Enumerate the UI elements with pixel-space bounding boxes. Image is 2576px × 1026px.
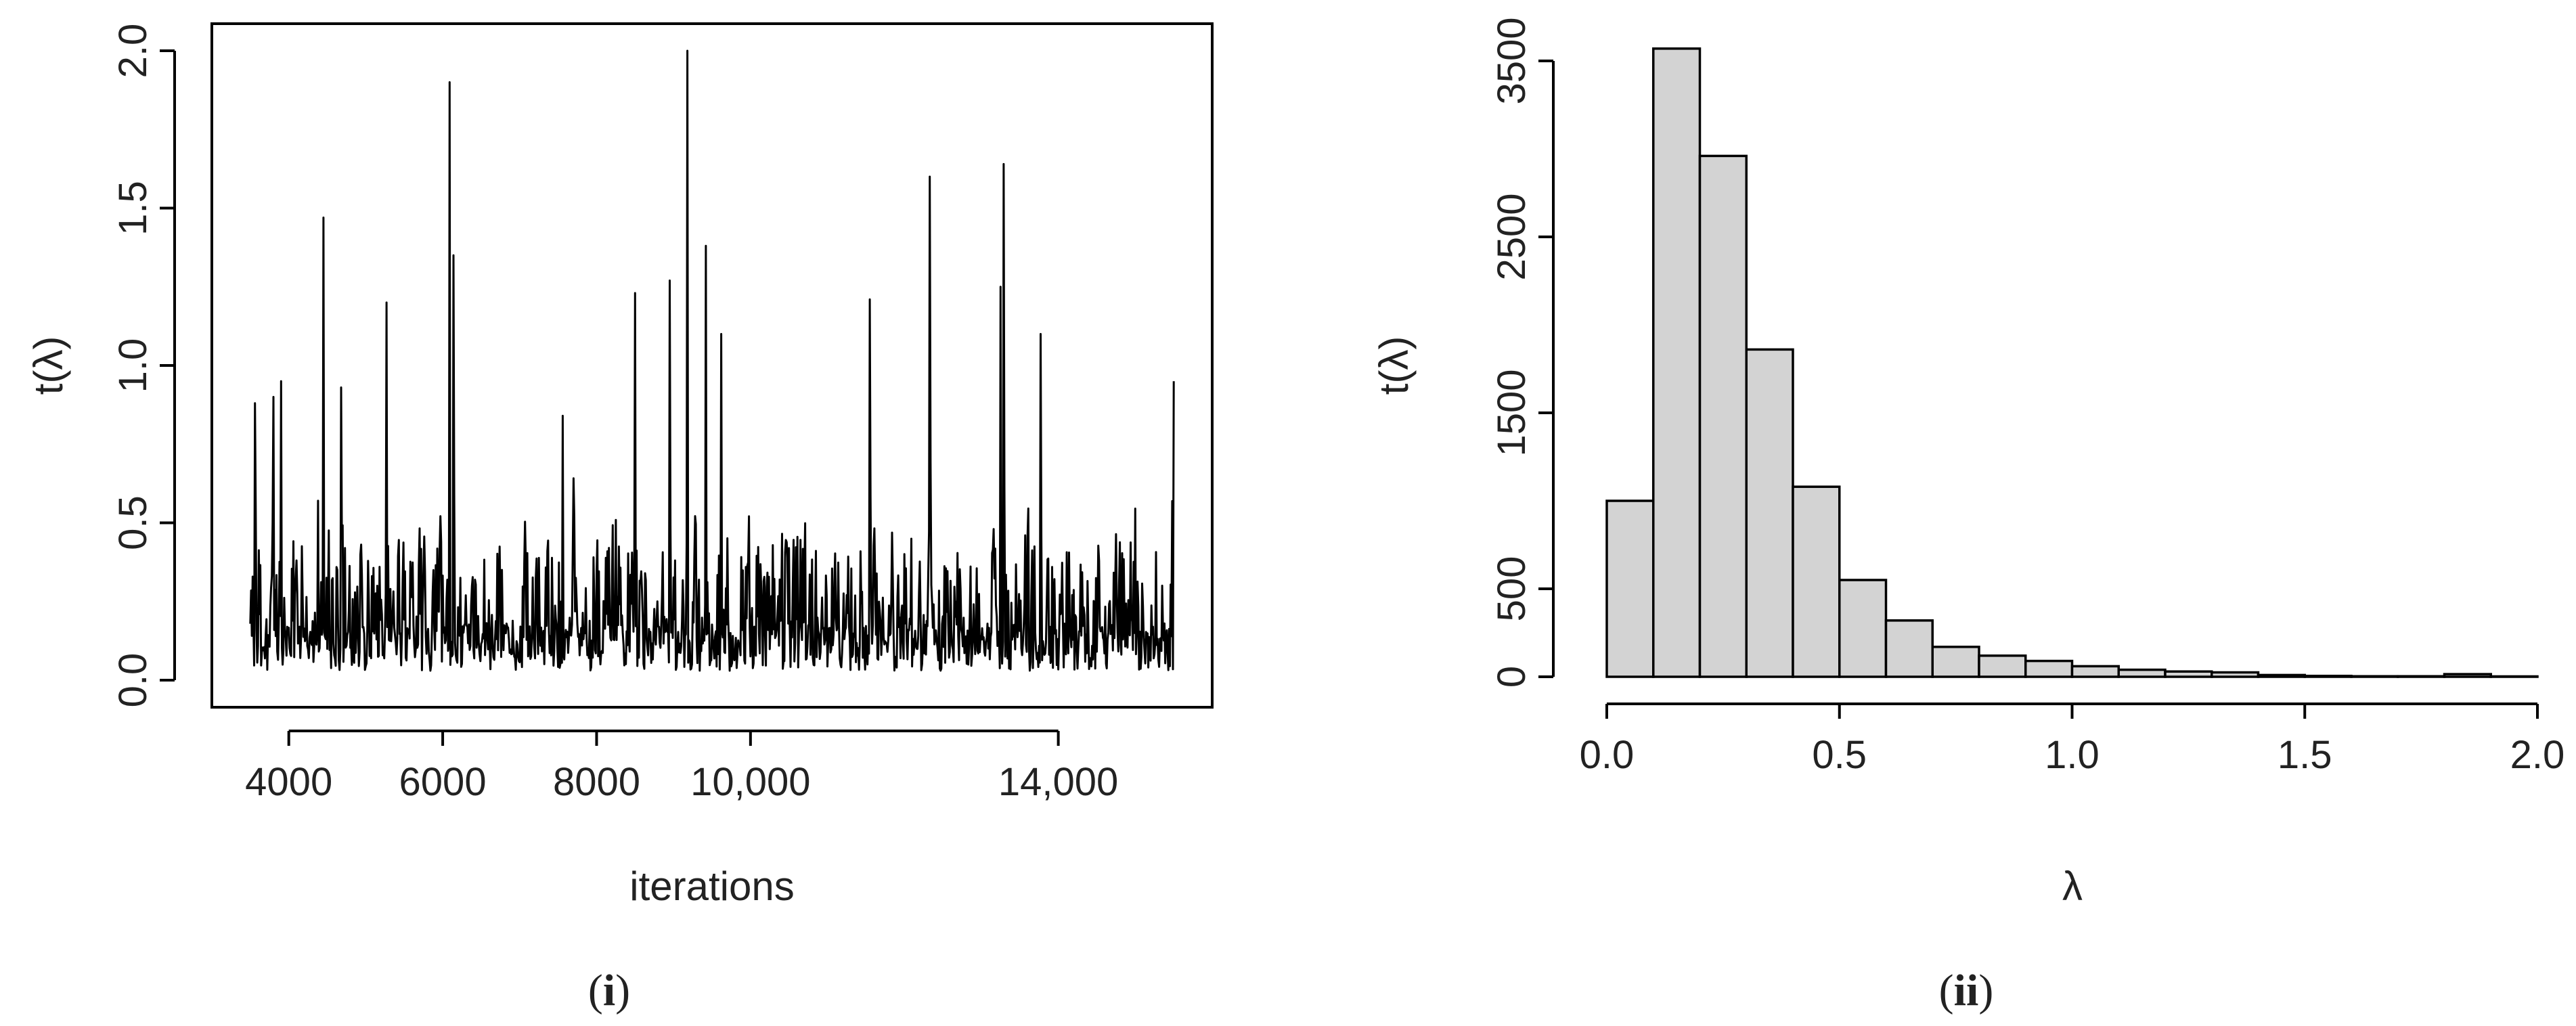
histogram-bar [1792,485,1841,678]
trace-y-tick-label: 1.0 [111,338,155,393]
trace-y-tick-label: 1.5 [111,181,155,236]
histogram-bar [1978,654,2027,678]
trace-x-axis: 4000 6000 8000 10,000 14,000 [245,730,1118,804]
histogram-bar [1931,646,1980,678]
histogram-x-tick-label: 2.0 [2510,733,2565,777]
trace-x-axis-title: iterations [629,864,794,909]
histogram-y-tick-label: 1500 [1490,369,1534,456]
histogram-y-axis: 0 500 1500 2500 3500 [1490,17,1555,688]
trace-y-axis: 0.0 0.5 1.0 1.5 2.0 [111,24,176,708]
trace-y-tick-label: 0.0 [111,653,155,708]
histogram-y-tick-label: 2500 [1490,193,1534,280]
histogram-bar [2257,673,2306,678]
histogram-x-axis-title: λ [2062,864,2083,909]
histogram-y-tick-label: 3500 [1490,17,1534,104]
histogram-bar [1838,579,1888,678]
trace-x-tick-label: 6000 [399,760,487,804]
histogram-bar [2070,665,2120,678]
histogram-bar [2164,670,2213,678]
histogram-bar [1605,499,1655,678]
trace-y-tick-label: 2.0 [111,24,155,79]
histogram-bar [2024,659,2074,678]
trace-x-tick-label: 14,000 [998,760,1118,804]
histogram-bar [2303,674,2353,678]
histogram-x-tick-label: 0.0 [1580,733,1635,777]
histogram-bar [2443,673,2492,678]
histogram-bar [2117,668,2167,678]
histogram-y-tick-label: 500 [1490,556,1534,622]
trace-panel-label: (i) [588,966,630,1015]
trace-y-axis-title: t(λ) [26,336,71,395]
histogram-x-tick-label: 1.5 [2278,733,2332,777]
histogram-y-axis-title: t(λ) [1371,336,1417,395]
histogram-bar [2397,675,2446,678]
histogram-x-tick-label: 0.5 [1812,733,1867,777]
trace-y-tick-label: 0.5 [111,495,155,550]
histogram-bar [2350,675,2399,678]
histogram-bars [1605,47,2539,678]
trace-x-tick-label: 4000 [245,760,332,804]
histogram-x-tick-label: 1.0 [2045,733,2100,777]
histogram-bar [1745,348,1794,678]
trace-plot-frame [210,22,1214,709]
histogram-y-tick-label: 0 [1490,666,1534,688]
trace-panel-label-text: i [603,966,615,1015]
histogram-bar [2489,675,2539,678]
histogram-bar [1698,154,1748,678]
trace-line-series [249,49,1175,672]
trace-x-tick-label: 10,000 [690,760,810,804]
histogram-bar [1884,619,1934,678]
histogram-bar [2211,671,2260,678]
histogram-panel-label-text: ii [1954,966,1979,1015]
histogram-panel-label: (ii) [1939,966,1994,1015]
histogram-bar [1652,47,1702,678]
trace-plot-panel: 4000 6000 8000 10,000 14,000 0.0 0.5 1.0 1.5 2.0… [26,22,1214,1015]
trace-x-tick-label: 8000 [553,760,640,804]
histogram-x-axis: 0.0 0.5 1.0 1.5 2.0 [1580,702,2565,777]
